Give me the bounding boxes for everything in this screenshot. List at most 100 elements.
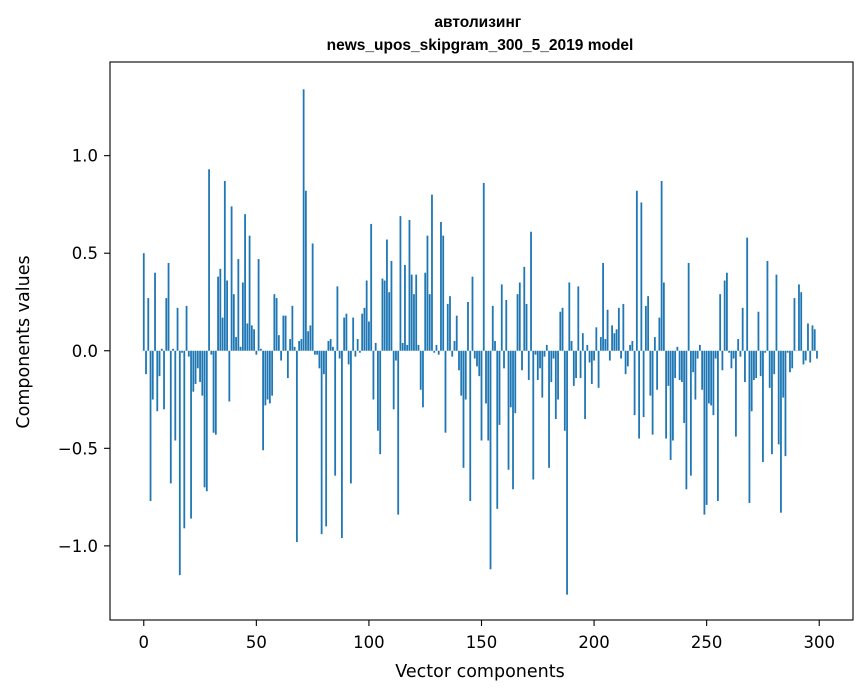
bar [221,317,224,351]
bar [669,350,672,461]
bar [597,350,600,388]
bar [311,243,314,351]
bar [647,296,650,351]
bar [572,350,575,386]
bar [217,276,219,351]
chart-title-line-1: автолизинг [434,14,521,31]
bar [685,350,688,490]
bar [160,348,163,351]
x-axis-label: Vector components [395,662,564,682]
bar [701,350,704,390]
bar [534,350,537,355]
bar [453,341,456,351]
bar [696,350,699,359]
bar [264,350,267,406]
bar [726,272,728,351]
bar [489,350,492,570]
bar [579,350,582,379]
bar [800,292,803,351]
bar [232,294,235,351]
bar [444,350,447,433]
bar [338,350,341,359]
bar [300,339,303,351]
bar [748,350,751,503]
bar [199,350,201,382]
bar [462,350,465,468]
bar [692,350,695,373]
bar [440,221,442,351]
bar [791,350,794,369]
bar [401,342,404,351]
bar [343,317,346,351]
bar [428,294,431,351]
bar [739,350,742,357]
bar [494,341,496,351]
bar [156,350,159,412]
bar [613,333,616,351]
bar [635,190,638,351]
bar [473,350,476,359]
bar [332,346,334,351]
y-axis-label: Components values [14,255,34,428]
bar [509,350,512,408]
bar [809,350,812,363]
bar [804,350,807,361]
bar [437,350,440,355]
bar [399,216,402,351]
bar [611,325,613,351]
bar [521,350,523,371]
bar [775,274,778,351]
bar [214,350,217,435]
bar [563,350,566,431]
bar [356,339,359,351]
bar [532,350,535,480]
y-tick-label: −1.0 [58,537,98,556]
bar [226,280,228,351]
bar [780,350,782,513]
bar [541,350,544,398]
bar [223,181,226,351]
bar [678,350,681,381]
bar [807,323,809,351]
bar [667,350,670,386]
bar [545,344,548,351]
bar [395,350,397,361]
bar [302,89,305,351]
bar [219,268,222,351]
bar [744,350,746,382]
y-tick-label: 1.0 [72,147,98,166]
bar [599,337,602,351]
bar [248,235,251,351]
bar [786,350,789,353]
bar [345,313,348,351]
bar [717,350,719,501]
bar [298,341,301,351]
bar [397,350,400,515]
bar [185,305,188,351]
bar [361,313,364,351]
bar [503,350,505,369]
x-tick-label: 200 [578,633,610,652]
bar [694,350,697,400]
bar [714,350,717,359]
bar [426,235,429,351]
bar [266,350,269,400]
bar [550,350,553,382]
bar [753,350,755,381]
bar [183,350,186,529]
bar [548,350,550,468]
bar [712,350,715,416]
bar [811,325,814,351]
bar [176,307,179,351]
bar [422,350,424,408]
bar [246,323,249,351]
bar [196,350,199,369]
bar [660,181,663,351]
bar [730,350,733,369]
y-axis: −1.0 −0.5 0.0 0.5 1.0 [58,147,110,556]
bar [446,303,449,351]
bar [142,253,145,351]
bar [424,272,427,351]
bar [588,350,591,363]
bar [406,344,409,351]
